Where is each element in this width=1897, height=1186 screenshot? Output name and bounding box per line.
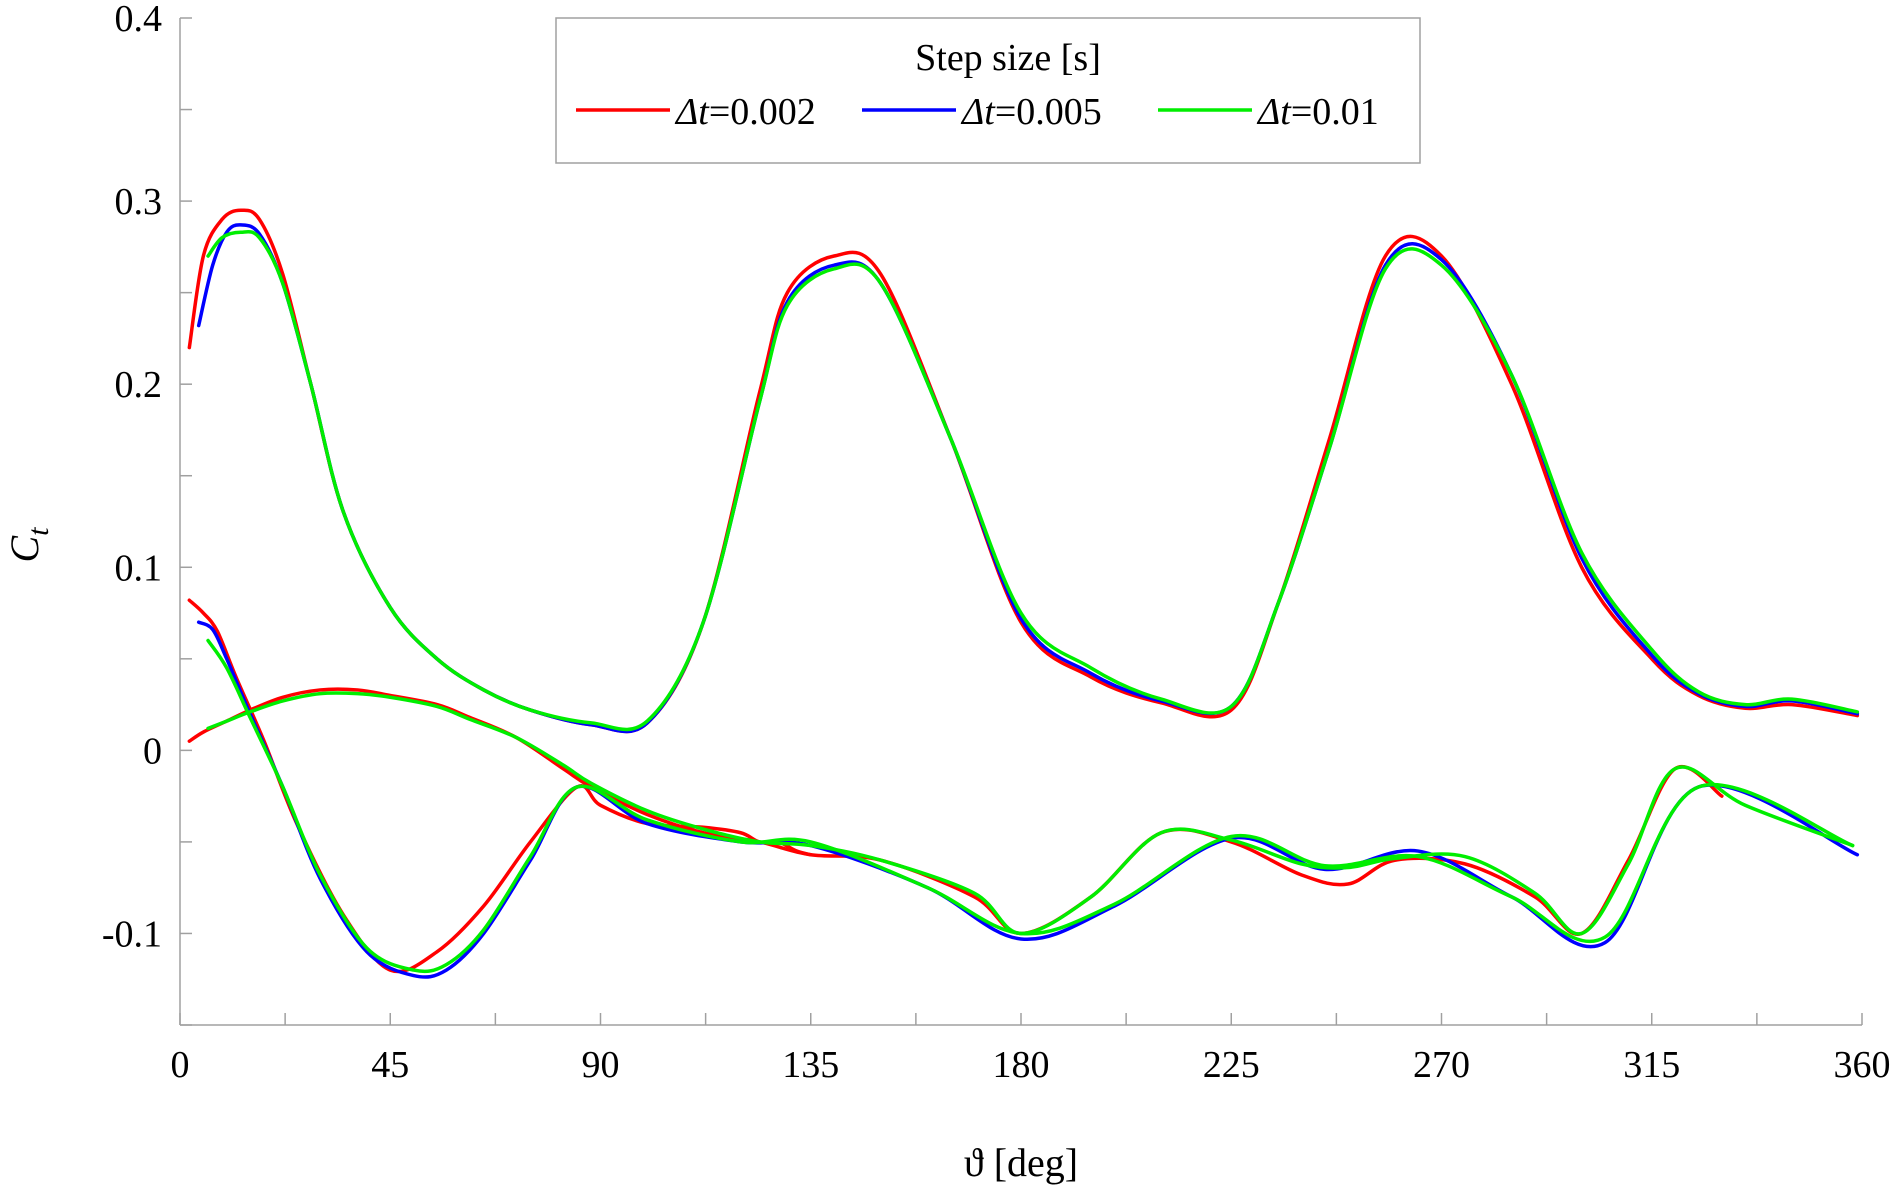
y-tick-label: 0.1 <box>115 547 163 589</box>
x-tick-label: 225 <box>1203 1044 1260 1086</box>
x-tick-label: 360 <box>1834 1044 1891 1086</box>
series-line--t-0-005-blade-1 <box>196 223 1860 734</box>
series-line--t-0-002-blade-2 <box>187 687 1724 936</box>
axes-layer: 0 45 90 135 180 225 270 315 360 -0.1 0 0.1 0.2 0.3 0.4 <box>102 0 1891 1086</box>
x-tick-label: 180 <box>993 1044 1050 1086</box>
legend-entry-value: =0.002 <box>709 91 816 133</box>
legend: Step size [s]Δt=0.002 Δt=0.005 Δt=0.01 <box>555 17 1421 164</box>
axis-labels: ϑ [deg] Ct <box>2 527 1078 1185</box>
y-tick-label: 0.2 <box>115 364 163 406</box>
y-axis-title-sub: t <box>22 527 55 536</box>
legend-entry-label: Δt=0.002 <box>674 91 816 133</box>
legend-entry-symbol: Δt <box>960 91 996 133</box>
y-axis-title: Ct <box>2 527 55 563</box>
series-line--t-0-01-blade-3 <box>206 638 1855 974</box>
y-tick-label: -0.1 <box>102 913 162 955</box>
x-tick-label: 270 <box>1413 1044 1470 1086</box>
series-line--t-0-01-blade-1 <box>206 229 1860 732</box>
y-tick-label: 0.3 <box>115 181 163 223</box>
x-axis-title: ϑ [deg] <box>964 1140 1078 1185</box>
series-line--t-0-01-blade-2 <box>206 691 1855 936</box>
series-line--t-0-005-blade-3 <box>196 620 1860 979</box>
series-layer <box>187 208 1860 979</box>
x-tick-label: 0 <box>171 1044 190 1086</box>
x-tick-label: 90 <box>582 1044 620 1086</box>
y-tick-label: 0 <box>143 730 162 772</box>
x-tick-label: 45 <box>371 1044 409 1086</box>
y-axis-title-main: C <box>2 535 47 563</box>
legend-box <box>555 17 1421 164</box>
legend-entry-symbol: Δt <box>674 91 710 133</box>
x-tick-label: 315 <box>1623 1044 1680 1086</box>
y-tick-label: 0.4 <box>115 0 163 40</box>
legend-entry-value: =0.005 <box>995 91 1102 133</box>
legend-title: Step size [s] <box>915 37 1101 79</box>
legend-entry-value: =0.01 <box>1291 91 1379 133</box>
x-tick-label: 135 <box>782 1044 839 1086</box>
legend-entry-label: Δt=0.005 <box>960 91 1102 133</box>
legend-entry-label: Δt=0.01 <box>1256 91 1379 133</box>
series-line--t-0-002-blade-1 <box>187 208 1860 734</box>
legend-entry-symbol: Δt <box>1256 91 1292 133</box>
